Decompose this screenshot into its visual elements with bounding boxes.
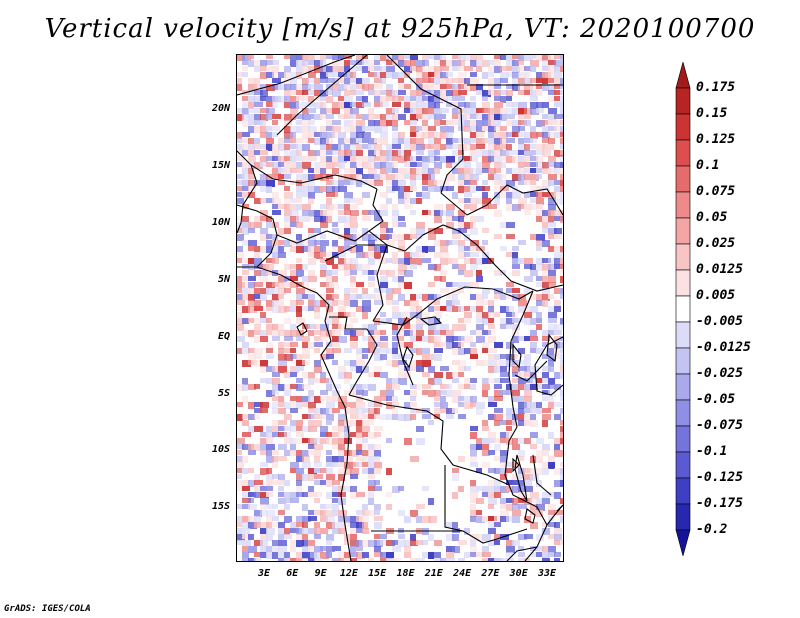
latitude-label: 20N bbox=[211, 103, 230, 114]
colorbar-segment bbox=[675, 191, 691, 219]
longitude-label: 15E bbox=[368, 568, 387, 579]
colorbar-segment bbox=[675, 269, 691, 297]
colorbar-segment bbox=[675, 477, 691, 505]
colorbar-label: -0.0125 bbox=[696, 340, 751, 355]
colorbar-label: -0.2 bbox=[696, 522, 728, 537]
colorbar-bottom-arrow bbox=[675, 529, 691, 556]
velocity-cells bbox=[237, 55, 563, 561]
colorbar-segment bbox=[675, 165, 691, 193]
colorbar-label: 0.005 bbox=[696, 288, 736, 303]
colorbar-label: -0.075 bbox=[696, 418, 743, 433]
longitude-label: 9E bbox=[314, 568, 327, 579]
colorbar-label: 0.1 bbox=[696, 158, 720, 173]
colorbar-label: -0.025 bbox=[696, 366, 743, 381]
colorbar-segment bbox=[675, 451, 691, 479]
latitude-label: 5N bbox=[217, 273, 230, 285]
longitude-label: 3E bbox=[257, 568, 271, 579]
colorbar-segment bbox=[675, 425, 691, 453]
colorbar-segment bbox=[675, 243, 691, 271]
colorbar-label: 0.0125 bbox=[696, 262, 743, 277]
colorbar-segment bbox=[675, 347, 691, 375]
colorbar-top-arrow bbox=[675, 62, 691, 89]
colorbar-label: 0.075 bbox=[696, 184, 736, 199]
latitude-label: 15N bbox=[211, 159, 230, 171]
colorbar-label: 0.05 bbox=[696, 210, 728, 225]
colorbar bbox=[675, 62, 691, 556]
longitude-label: 30E bbox=[509, 568, 528, 579]
colorbar-segment bbox=[675, 399, 691, 427]
colorbar-label: -0.175 bbox=[696, 496, 743, 511]
colorbar-segment bbox=[675, 373, 691, 401]
vertical-velocity-map bbox=[236, 54, 564, 562]
colorbar-segment bbox=[675, 139, 691, 167]
colorbar-label: -0.1 bbox=[696, 444, 728, 459]
colorbar-label: -0.05 bbox=[696, 392, 736, 407]
latitude-label: 15S bbox=[211, 501, 230, 513]
colorbar-segment bbox=[675, 503, 691, 531]
map-title: Vertical velocity [m/s] at 925hPa, VT: 2… bbox=[44, 14, 756, 44]
longitude-label: 24E bbox=[453, 568, 472, 579]
latitude-label: 5S bbox=[217, 387, 230, 399]
grads-footer: GrADS: IGES/COLA bbox=[4, 604, 91, 614]
velocity-field bbox=[237, 55, 563, 561]
longitude-label: 12E bbox=[339, 568, 358, 579]
colorbar-segment bbox=[675, 217, 691, 245]
longitude-label: 27E bbox=[481, 568, 500, 579]
colorbar-label: 0.125 bbox=[696, 132, 736, 147]
colorbar-segment bbox=[675, 295, 691, 323]
latitude-label: EQ bbox=[217, 330, 230, 342]
country-borders bbox=[237, 55, 563, 561]
colorbar-label: 0.15 bbox=[696, 106, 728, 121]
longitude-label: 21E bbox=[424, 568, 443, 579]
longitude-label: 18E bbox=[396, 568, 415, 579]
longitude-label: 33E bbox=[537, 568, 557, 579]
latitude-label: 10S bbox=[211, 444, 230, 456]
colorbar-label: -0.125 bbox=[696, 470, 743, 485]
colorbar-segment bbox=[675, 113, 691, 141]
colorbar-label: 0.025 bbox=[696, 236, 736, 251]
colorbar-label: -0.005 bbox=[696, 314, 743, 329]
longitude-label: 6E bbox=[286, 568, 299, 579]
colorbar-segment bbox=[675, 87, 691, 115]
colorbar-segment bbox=[675, 321, 691, 349]
latitude-label: 10N bbox=[211, 216, 230, 228]
colorbar-label: 0.175 bbox=[696, 80, 736, 95]
